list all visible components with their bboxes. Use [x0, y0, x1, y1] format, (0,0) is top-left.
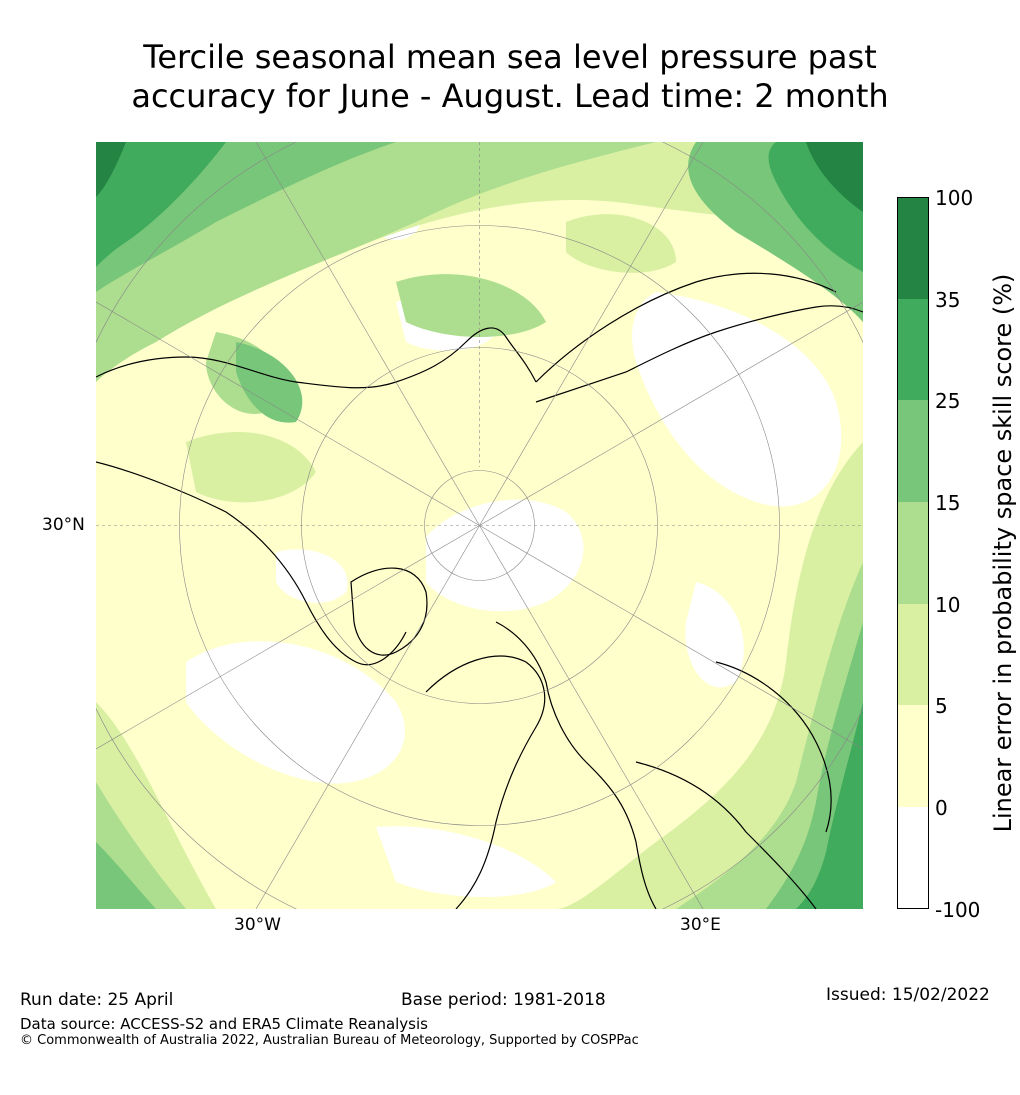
colorbar-band-0-5: [897, 705, 929, 807]
run-date: Run date: 25 April: [20, 990, 174, 1010]
graticule: [96, 142, 863, 909]
title-line-2: accuracy for June - August. Lead time: 2…: [131, 77, 889, 115]
base-period: Base period: 1981-2018: [401, 990, 606, 1010]
colorbar-band-35-100: [897, 197, 929, 299]
colorbar-tick: 0: [935, 796, 948, 820]
chart-title: Tercile seasonal mean sea level pressure…: [0, 38, 1020, 116]
lat-label-30n: 30°N: [42, 515, 85, 535]
polar-skill-map: [96, 142, 863, 909]
skill-band-35-100: [96, 142, 863, 212]
colorbar-tick: 25: [935, 389, 961, 413]
colorbar-band-neg: [897, 807, 929, 909]
colorbar-tick: 15: [935, 491, 961, 515]
colorbar-band-25-35: [897, 299, 929, 400]
colorbar-tick: 100: [935, 186, 974, 210]
colorbar-border: [897, 197, 929, 909]
colorbar-band-15-25: [897, 400, 929, 502]
colorbar-band-5-10: [897, 604, 929, 705]
colorbar-tick: -100: [935, 898, 981, 922]
colorbar: [897, 197, 929, 909]
colorbar-tick: 10: [935, 593, 961, 617]
greenland-outline: [350, 567, 428, 656]
colorbar-title: Linear error in probability space skill …: [989, 273, 1017, 833]
lon-label-30w: 30°W: [234, 915, 281, 935]
colorbar-tick: 5: [935, 694, 948, 718]
data-source: Data source: ACCESS-S2 and ERA5 Climate …: [20, 1015, 428, 1033]
issued-date: Issued: 15/02/2022: [826, 985, 990, 1005]
lon-label-30e: 30°E: [680, 915, 721, 935]
colorbar-band-10-15: [897, 502, 929, 604]
coastlines: [96, 272, 863, 909]
colorbar-tick: 35: [935, 288, 961, 312]
title-line-1: Tercile seasonal mean sea level pressure…: [143, 38, 877, 76]
copyright: © Commonwealth of Australia 2022, Austra…: [20, 1033, 639, 1048]
